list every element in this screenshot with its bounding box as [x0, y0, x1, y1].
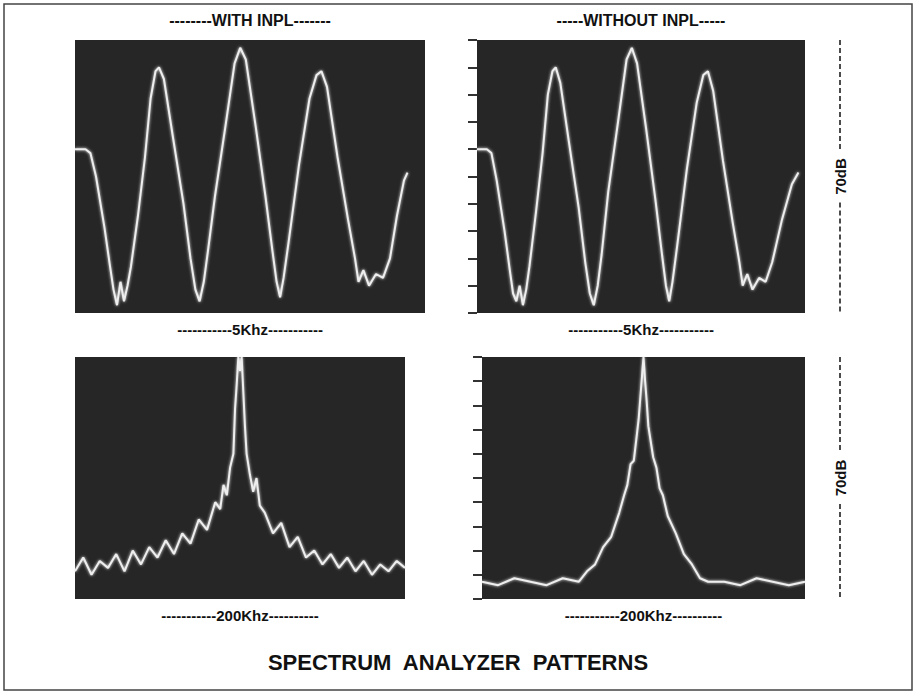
svg-text:70dB: 70dB — [832, 459, 849, 496]
svg-text:-----WITHOUT INPL-----: -----WITHOUT INPL----- — [557, 12, 726, 29]
svg-text:-----------5Khz-----------: -----------5Khz----------- — [568, 321, 714, 338]
svg-text:-----------200Khz----------: -----------200Khz---------- — [565, 607, 722, 624]
svg-text:--------WITH INPL-------: --------WITH INPL------- — [169, 12, 331, 29]
svg-text:-----------200Khz----------: -----------200Khz---------- — [161, 607, 318, 624]
svg-text:70dB: 70dB — [832, 158, 849, 195]
svg-text:SPECTRUM ANALYZER PATTERNS: SPECTRUM ANALYZER PATTERNS — [268, 650, 648, 675]
svg-text:-----------5Khz-----------: -----------5Khz----------- — [177, 321, 323, 338]
